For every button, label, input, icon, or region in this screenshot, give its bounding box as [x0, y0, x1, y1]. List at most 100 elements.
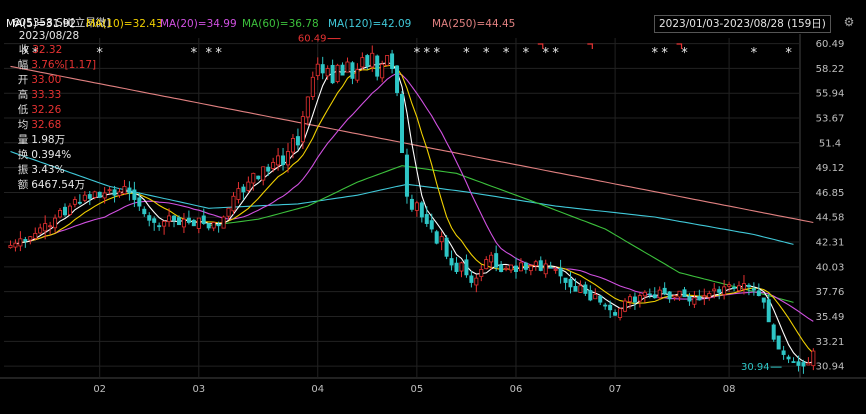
- candle-body: [117, 191, 122, 196]
- candle-body: [276, 155, 281, 166]
- high-value: 33.33: [31, 89, 62, 101]
- flag-mark: [587, 43, 593, 49]
- y-tick-label: 51.4: [819, 138, 841, 149]
- y-tick-label: 35.49: [816, 312, 845, 323]
- candle-body: [122, 186, 127, 195]
- close-value: 32.32: [32, 44, 63, 56]
- candle-body: [399, 93, 404, 154]
- ma-legend-item: MA(60)=36.78: [242, 18, 319, 30]
- candle-body: [484, 259, 489, 270]
- candle-body: [216, 223, 221, 227]
- candle-body: [82, 194, 87, 201]
- candle-body: [380, 63, 385, 79]
- candle-body: [424, 214, 429, 224]
- candle-body: [390, 53, 395, 69]
- candle-body: [593, 294, 598, 300]
- candle-body: [142, 208, 147, 215]
- candle-body: [350, 62, 355, 79]
- y-tick-label: 55.94: [816, 89, 845, 100]
- candle-body: [167, 215, 172, 223]
- candle-body: [340, 64, 345, 76]
- ma-lines: [10, 62, 814, 364]
- stock-code: 605358.SH[立昂微]: [12, 17, 111, 29]
- candle-body: [137, 197, 142, 207]
- candle-body: [419, 202, 424, 218]
- star-mark: *: [681, 46, 688, 61]
- quote-header: 605358.SH[立昂微] 2023/08/28 收 32.32 幅 3.76%[…: [6, 3, 111, 192]
- grid-lines: [0, 34, 866, 379]
- candle-body: [266, 166, 271, 172]
- candle-body: [251, 172, 256, 184]
- x-tick-label: 07: [609, 384, 622, 395]
- candle-body: [176, 217, 181, 226]
- candle-body: [191, 219, 196, 227]
- candle-body: [479, 268, 484, 277]
- candle-body: [295, 136, 300, 146]
- date-range-selector[interactable]: 2023/01/03-2023/08/28 (159日): [654, 15, 831, 33]
- candle-body: [657, 289, 662, 299]
- candle-body: [732, 286, 737, 289]
- gear-icon[interactable]: ⚙: [843, 15, 855, 29]
- candle-body: [226, 207, 231, 217]
- candle-body: [395, 65, 400, 93]
- candle-body: [102, 192, 107, 199]
- x-tick-label: 05: [411, 384, 424, 395]
- ma120-line: [10, 150, 794, 245]
- star-mark: *: [483, 46, 490, 61]
- candle-body: [806, 362, 811, 366]
- open-label: 开: [17, 74, 29, 86]
- candle-body: [261, 166, 266, 181]
- y-axis: 60.49 58.22 55.94 53.67 51.4 49.12 46.85 44.58 4…: [816, 39, 845, 373]
- candle-body: [53, 217, 58, 229]
- candle-body: [756, 290, 761, 296]
- y-tick-label: 37.76: [816, 287, 845, 298]
- x-tick-label: 02: [93, 384, 106, 395]
- star-mark: *: [96, 46, 103, 61]
- star-mark: *: [433, 46, 440, 61]
- candle-body: [62, 206, 67, 216]
- candle-body: [632, 296, 637, 303]
- candle-body: [796, 361, 801, 366]
- candle-body: [543, 263, 548, 275]
- change-value: 3.76%[1.17]: [31, 59, 97, 71]
- candle-body: [776, 335, 781, 350]
- candle-body: [801, 362, 806, 367]
- candle-body: [127, 187, 132, 194]
- candle-body: [454, 262, 459, 272]
- y-tick-label: 53.67: [816, 114, 845, 125]
- candle-body: [315, 63, 320, 77]
- x-tick-label: 08: [723, 384, 736, 395]
- candle-body: [48, 225, 53, 228]
- star-mark: *: [414, 46, 421, 61]
- candle-body: [761, 297, 766, 303]
- ma-legend-item: MA(120)=42.09: [328, 18, 412, 30]
- avg-value: 32.68: [31, 119, 62, 131]
- candle-body: [528, 265, 533, 272]
- event-marks: * * * * * * * * * * * * * * * * * * * *: [22, 43, 792, 61]
- candle-body: [414, 202, 419, 211]
- y-tick-label: 30.94: [816, 362, 845, 373]
- candle-body: [439, 236, 444, 243]
- star-mark: *: [652, 46, 659, 61]
- candle-body: [8, 244, 13, 249]
- candle-body: [404, 154, 409, 197]
- candle-body: [766, 299, 771, 323]
- candle-body: [771, 324, 776, 340]
- candle-body: [647, 293, 652, 296]
- candle-body: [370, 52, 375, 68]
- candle-body: [112, 189, 117, 196]
- avg-label: 均: [17, 119, 29, 131]
- candle-body: [459, 262, 464, 272]
- candle-body: [627, 296, 632, 303]
- candle-body: [434, 231, 439, 244]
- vol-value: 1.98万: [31, 134, 66, 146]
- candle-body: [712, 288, 717, 292]
- close-label: 收: [18, 44, 30, 56]
- candle-body: [538, 260, 543, 271]
- candle-body: [152, 218, 157, 223]
- candle-body: [518, 262, 523, 272]
- open-value: 33.00: [31, 74, 62, 86]
- candle-body: [568, 278, 573, 288]
- candle-body: [325, 68, 330, 77]
